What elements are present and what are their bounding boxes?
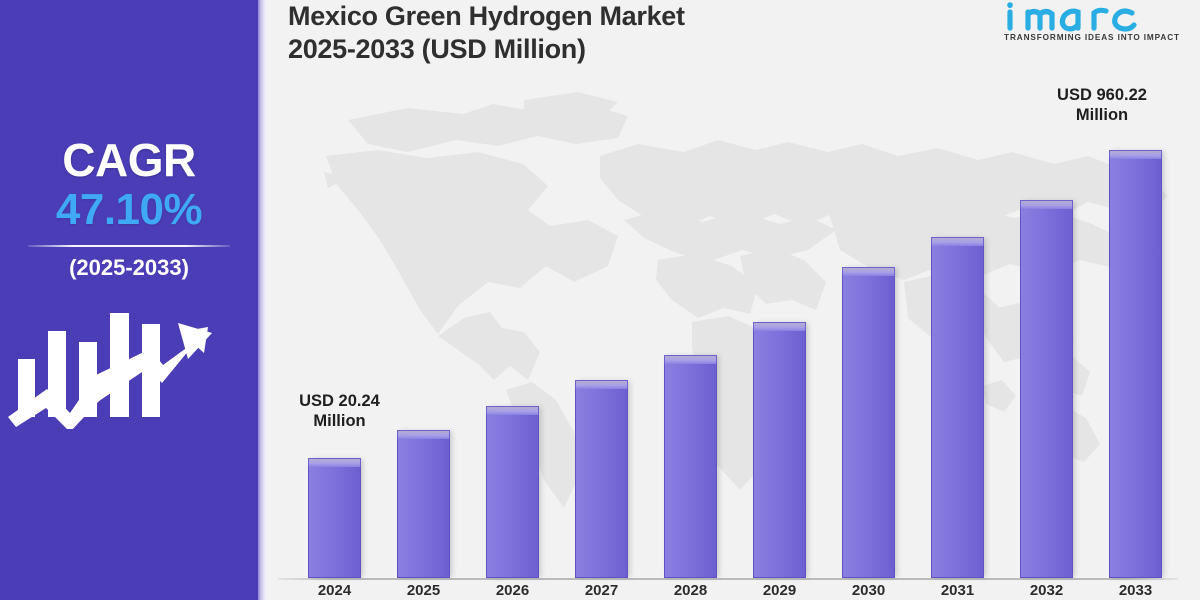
xtick-2033: 2033 bbox=[1118, 582, 1153, 599]
data-label-2033: USD 960.22 Million bbox=[1057, 86, 1147, 124]
bar-2029[interactable] bbox=[753, 322, 806, 578]
bar-cap bbox=[1020, 200, 1073, 209]
cagr-period: (2025-2033) bbox=[69, 254, 189, 280]
imarc-wordmark-icon bbox=[1007, 2, 1137, 32]
cagr-divider bbox=[28, 244, 230, 247]
bar-plot: 2024 2025 2026 2027 2028 bbox=[258, 0, 1200, 600]
xtick-2028: 2028 bbox=[673, 582, 708, 599]
bar-2031[interactable] bbox=[931, 237, 984, 578]
bar-cap bbox=[753, 322, 806, 331]
xtick-2027: 2027 bbox=[584, 582, 619, 599]
bar-2028[interactable] bbox=[664, 355, 717, 578]
bar-2027[interactable] bbox=[575, 380, 628, 578]
cagr-label: CAGR bbox=[62, 134, 196, 187]
imarc-logo[interactable]: TRANSFORMING IDEAS INTO IMPACT bbox=[992, 0, 1192, 48]
chart-area: Mexico Green Hydrogen Market 2025-2033 (… bbox=[258, 0, 1200, 600]
cagr-block: CAGR 47.10% (2025-2033) bbox=[0, 134, 258, 429]
bar-cap bbox=[486, 406, 539, 415]
cagr-value: 47.10% bbox=[55, 185, 203, 235]
logo-tagline: TRANSFORMING IDEAS INTO IMPACT bbox=[1004, 33, 1180, 42]
bar-2026[interactable] bbox=[486, 406, 539, 578]
page-title: Mexico Green Hydrogen Market 2025-2033 (… bbox=[288, 1, 685, 64]
xtick-2030: 2030 bbox=[851, 582, 886, 599]
bar-2033[interactable] bbox=[1109, 150, 1162, 578]
bar-2032[interactable] bbox=[1020, 200, 1073, 578]
bar-cap bbox=[931, 237, 984, 246]
bar-2025[interactable] bbox=[397, 430, 450, 578]
xtick-2032: 2032 bbox=[1029, 582, 1064, 599]
bar-2030[interactable] bbox=[842, 267, 895, 578]
header: Mexico Green Hydrogen Market 2025-2033 (… bbox=[288, 0, 848, 66]
xtick-2029: 2029 bbox=[762, 582, 797, 599]
bar-cap bbox=[308, 458, 361, 467]
bar-cap bbox=[397, 430, 450, 439]
bar-chart-growth-arrow-icon bbox=[8, 312, 212, 429]
bar-cap bbox=[664, 355, 717, 364]
cagr-sidebar: CAGR 47.10% (2025-2033) bbox=[0, 0, 258, 600]
sidebar-edge-gradient bbox=[258, 0, 268, 600]
data-label-2024: USD 20.24 Million bbox=[299, 392, 380, 430]
bar-cap bbox=[1109, 150, 1162, 159]
axis-baseline bbox=[278, 578, 1178, 580]
xtick-2024: 2024 bbox=[317, 582, 352, 599]
xtick-2031: 2031 bbox=[940, 582, 975, 599]
xtick-2026: 2026 bbox=[495, 582, 530, 599]
bar-cap bbox=[575, 380, 628, 389]
bar-2024[interactable] bbox=[308, 458, 361, 578]
bar-cap bbox=[842, 267, 895, 276]
xtick-2025: 2025 bbox=[406, 582, 441, 599]
